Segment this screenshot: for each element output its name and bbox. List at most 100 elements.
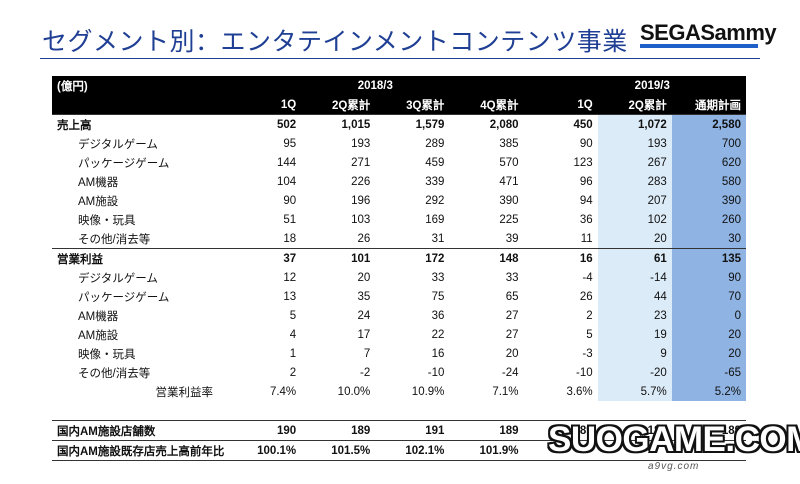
row-label: AM機器 [78, 176, 119, 189]
col-header: 2Q累計 [331, 99, 371, 112]
row-label: 営業利益率 [155, 386, 214, 399]
cell-value: 169 [425, 213, 445, 226]
cell-value: 70 [671, 287, 746, 306]
cell-value: 31 [431, 232, 445, 245]
cell-value: 30 [671, 229, 746, 249]
spacer-row [52, 401, 746, 421]
cell-value: 12 [283, 271, 297, 284]
cell-value: 61 [597, 248, 672, 268]
row-label: その他/消去等 [78, 367, 151, 380]
cell-value: 189 [301, 420, 376, 441]
cell-value: 9 [597, 344, 672, 363]
cell-value: 620 [671, 153, 746, 172]
table-row: AM施設 90 196 292 390 94 207 390 [52, 191, 746, 210]
cell-value: 33 [431, 271, 445, 284]
table-row: デジタルゲーム 95 193 289 385 90 193 700 [52, 134, 746, 153]
cell-value: 292 [425, 194, 445, 207]
header-row-periods: 1Q 2Q累計 3Q累計 4Q累計 1Q 2Q累計 通期計画 [52, 95, 746, 115]
cell-value: 24 [357, 309, 371, 322]
store-row: 国内AM施設店舗数 190 189 191 189 189 189 189 [52, 420, 746, 441]
cell-value: 94 [579, 194, 593, 207]
cell-value [523, 440, 598, 461]
cell-value: 123 [573, 156, 593, 169]
cell-value: 18 [283, 232, 297, 245]
cell-value: 20 [671, 344, 746, 363]
cell-value: 390 [499, 194, 519, 207]
cell-value: 20 [597, 229, 672, 249]
cell-value: 95 [283, 137, 297, 150]
cell-value: 189 [523, 420, 598, 441]
fy-2018-header: 2018/3 [357, 79, 393, 92]
cell-value: 271 [351, 156, 371, 169]
cell-value: 36 [579, 213, 593, 226]
cell-value: 23 [597, 306, 672, 325]
row-label: 映像・玩具 [78, 348, 136, 361]
cell-value: 1,072 [597, 114, 672, 134]
cell-value: 2 [586, 309, 593, 322]
cell-value: 96 [579, 175, 593, 188]
logo-underline [640, 44, 758, 48]
cell-value: 5.2% [671, 382, 746, 401]
cell-value: 37 [227, 248, 302, 268]
table-row: AM機器 104 226 339 471 96 283 580 [52, 172, 746, 191]
row-label: デジタルゲーム [78, 138, 158, 151]
cell-value: 144 [276, 156, 297, 169]
cell-value: 7.4% [269, 385, 297, 398]
row-label: その他/消去等 [78, 233, 151, 246]
row-label: デジタルゲーム [78, 272, 158, 285]
cell-value: 5 [289, 309, 297, 322]
cell-value: -10 [576, 366, 593, 379]
table-row: AM機器 5 24 36 27 2 23 0 [52, 306, 746, 325]
cell-value: 101.5% [301, 440, 376, 461]
cell-value: 16 [431, 347, 445, 360]
cell-value: 20 [357, 271, 371, 284]
cell-value: -2 [360, 366, 371, 379]
cell-value: 90 [283, 194, 297, 207]
row-label: パッケージゲーム [78, 157, 170, 170]
cell-value: 189 [671, 420, 746, 441]
cell-value: 450 [523, 114, 598, 134]
table-row: パッケージゲーム 144 271 459 570 123 267 620 [52, 153, 746, 172]
row-label: 映像・玩具 [78, 214, 136, 227]
cell-value: 90 [671, 268, 746, 287]
col-header: 1Q [280, 98, 297, 111]
table-row: デジタルゲーム 12 20 33 33 -4 -14 90 [52, 268, 746, 287]
cell-value: 20 [671, 325, 746, 344]
table-row: 映像・玩具 51 103 169 225 36 102 260 [52, 210, 746, 229]
table-row: AM施設 4 17 22 27 5 19 20 [52, 325, 746, 344]
cell-value: 5 [586, 328, 593, 341]
cell-value: 225 [499, 213, 519, 226]
col-header: 1Q [577, 98, 593, 111]
cell-value: 191 [375, 420, 450, 441]
cell-value: 207 [597, 191, 672, 210]
cell-value: 19 [597, 325, 672, 344]
cell-value: 17 [357, 328, 371, 341]
cell-value: 7 [363, 347, 371, 360]
cell-value: 135 [671, 248, 746, 268]
table-row: その他/消去等 2 -2 -10 -24 -10 -20 -65 [52, 363, 746, 382]
cell-value: 36 [431, 309, 445, 322]
cell-value: -3 [582, 347, 593, 360]
cell-value: 267 [597, 153, 672, 172]
row-label: AM機器 [78, 310, 119, 323]
row-label: AM施設 [78, 195, 119, 208]
watermark: SUOGAME.COM [548, 420, 800, 459]
sega-sammy-logo: SEGASammy [640, 20, 777, 45]
cell-value: 339 [425, 175, 445, 188]
cell-value: 148 [449, 248, 524, 268]
cell-value: -24 [501, 366, 519, 379]
cell-value: 20 [505, 347, 519, 360]
page-title: セグメント別：エンタテインメントコンテンツ事業 [42, 27, 628, 56]
cell-value [671, 440, 746, 461]
cell-value: 189 [449, 420, 524, 441]
table-row: その他/消去等 18 26 31 39 11 20 30 [52, 229, 746, 249]
cell-value: 16 [523, 248, 598, 268]
cell-value: 10.9% [411, 385, 445, 398]
cell-value: 502 [227, 114, 302, 134]
cell-value: -4 [582, 271, 593, 284]
cell-value: 90 [579, 137, 593, 150]
cell-value: 101.9% [449, 440, 524, 461]
cell-value: 33 [505, 271, 519, 284]
cell-value: -14 [597, 268, 672, 287]
cell-value: 459 [425, 156, 445, 169]
